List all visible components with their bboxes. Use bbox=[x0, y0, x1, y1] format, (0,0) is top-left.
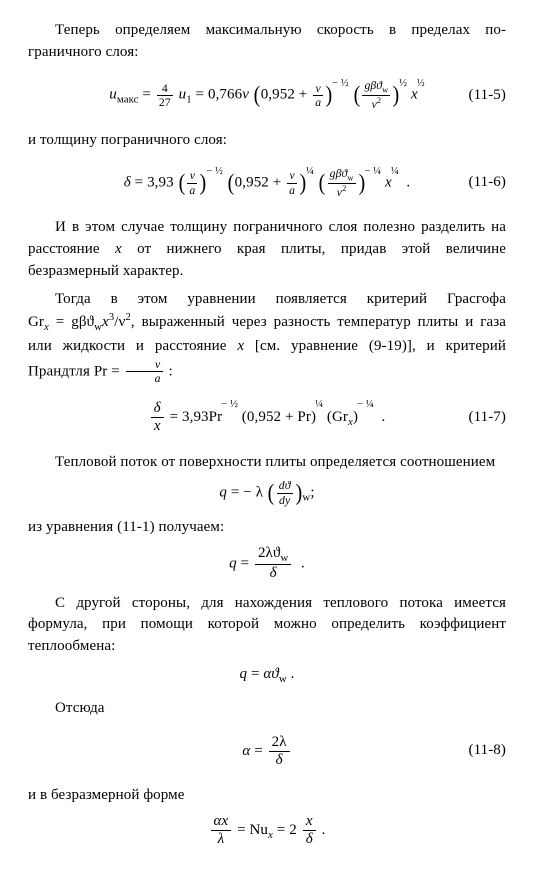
para-4: Тогда в этом уравнении появляется критер… bbox=[28, 289, 506, 386]
equation-11-5: uмакс = 427 u1 = 0,766ν (0,952 + νa)− ½ … bbox=[28, 72, 506, 120]
para-8: Отсюда bbox=[28, 698, 506, 720]
para-7: С другой стороны, для нахождения теплово… bbox=[28, 593, 506, 658]
equation-11-6: δ = 3,93 (νa)− ½ (0,952 + νa)¼ (gβϑwν2)−… bbox=[28, 159, 506, 207]
equation-q-def: q = − λ (dϑdy)w; bbox=[28, 479, 506, 507]
equation-11-8: α = 2λδ (11-8) bbox=[28, 727, 506, 775]
para-3: И в этом случае толщину пограничного сло… bbox=[28, 217, 506, 282]
equation-number: (11-6) bbox=[468, 172, 506, 194]
equation-11-7: δx = 3,93Pr− ½ (0,952 + Pr)¼ (Grx)− ¼ . … bbox=[28, 394, 506, 442]
equation-number: (11-8) bbox=[468, 740, 506, 762]
page: Теперь определяем максимальную скорость … bbox=[0, 0, 534, 887]
equation-q-alpha: q = αϑw . bbox=[28, 664, 506, 688]
equation-q-result: q = 2λϑwδ . bbox=[28, 545, 506, 583]
para-6: из уравнения (11-1) получаем: bbox=[28, 517, 506, 539]
para-5: Тепловой поток от поверхности плиты опре… bbox=[28, 452, 506, 474]
equation-number: (11-7) bbox=[468, 407, 506, 429]
equation-nu: αxλ = Nux = 2 xδ . bbox=[28, 813, 506, 849]
para-2: и толщину пограничного слоя: bbox=[28, 130, 506, 152]
equation-number: (11-5) bbox=[468, 85, 506, 107]
para-9: и в безразмерной форме bbox=[28, 785, 506, 807]
para-1: Теперь определяем максимальную скорость … bbox=[28, 20, 506, 64]
